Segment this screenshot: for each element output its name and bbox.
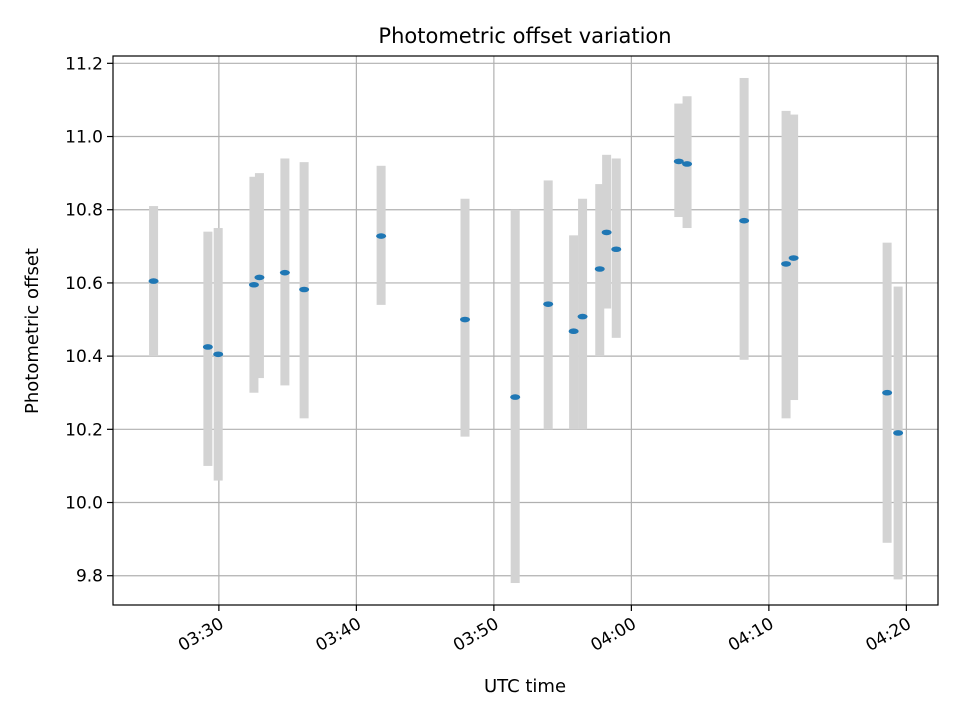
y-tick-label: 9.8: [76, 567, 103, 587]
data-point: [594, 266, 605, 272]
data-point: [510, 394, 521, 400]
data-point: [893, 430, 904, 436]
plot-frame: [112, 55, 939, 606]
data-point: [543, 301, 554, 307]
data-point: [568, 328, 579, 335]
y-axis: 9.8 10.0 10.2 10.4 10.6 10.8 11.0 11.2: [65, 54, 113, 587]
data-point: [611, 246, 622, 253]
data-point: [788, 255, 799, 261]
y-tick-label: 10.8: [65, 201, 103, 221]
data-point: [376, 233, 387, 239]
y-tick-label: 10.6: [65, 274, 103, 294]
y-tick-label: 11.2: [65, 54, 103, 74]
data-point: [882, 389, 893, 396]
data-point: [577, 313, 588, 320]
data-point: [213, 351, 224, 358]
data-point: [248, 281, 259, 288]
data-point: [601, 229, 612, 236]
y-tick-label: 10.2: [65, 420, 103, 440]
data-point: [739, 217, 750, 224]
data-point: [781, 261, 792, 267]
data-point: [460, 316, 470, 323]
data-point: [254, 274, 265, 281]
data-points: [148, 158, 904, 436]
data-point: [673, 158, 684, 165]
y-axis-label: Photometric offset: [22, 248, 43, 414]
data-point: [299, 286, 310, 293]
data-point: [202, 344, 213, 350]
data-point: [279, 269, 290, 276]
y-tick-label: 10.4: [65, 347, 103, 367]
chart-title: Photometric offset variation: [378, 24, 671, 48]
y-tick-label: 10.0: [65, 494, 103, 514]
y-tick-label: 11.0: [65, 128, 103, 148]
data-point: [148, 278, 159, 284]
x-axis-label: UTC time: [484, 676, 566, 697]
data-point: [682, 161, 693, 167]
